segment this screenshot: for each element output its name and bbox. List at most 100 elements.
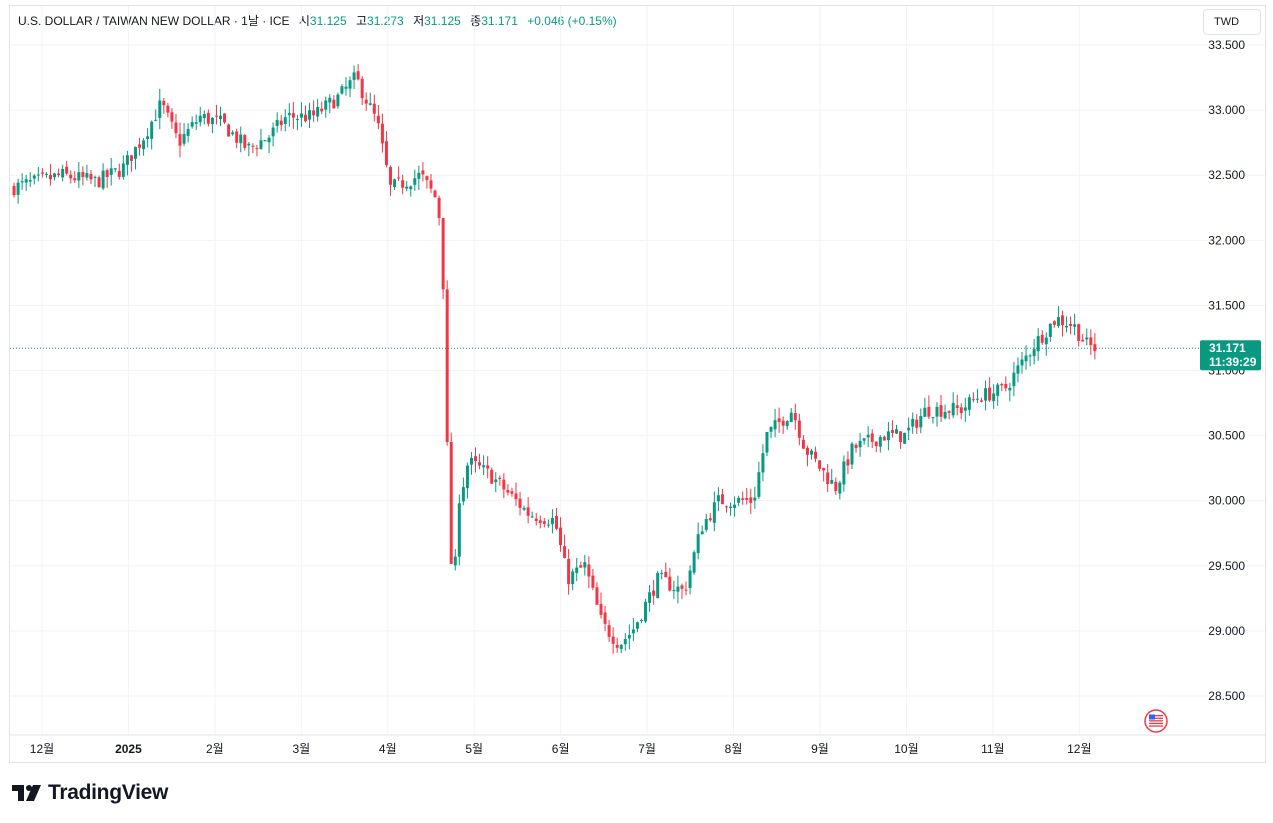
candle-body <box>911 418 915 427</box>
symbol-title: U.S. DOLLAR / TAIWAN NEW DOLLAR · 1날 · I… <box>18 14 290 28</box>
countdown-value: 11:39:29 <box>1209 355 1257 369</box>
candle-body <box>676 586 680 592</box>
candle-body <box>97 177 101 188</box>
candle-body <box>627 634 631 639</box>
candle-body <box>862 438 866 441</box>
candle-body <box>874 441 878 447</box>
candle-body <box>838 482 842 494</box>
candle-body <box>854 444 858 449</box>
candle-body <box>235 131 239 143</box>
candle-body <box>81 171 85 178</box>
candle-body <box>409 186 413 190</box>
candle-body <box>1093 344 1097 352</box>
candle-body <box>708 518 712 521</box>
currency-button[interactable]: TWD <box>1203 9 1261 35</box>
candle-body <box>895 429 899 434</box>
candle-body <box>73 178 77 181</box>
candle-body <box>886 431 890 441</box>
candle-body <box>328 97 332 103</box>
x-tick-label: 12월 <box>30 742 54 756</box>
candle-body <box>822 467 826 471</box>
candle-body <box>745 497 749 500</box>
candle-body <box>417 172 421 179</box>
candle-body <box>1032 349 1036 357</box>
candle-body <box>753 497 757 501</box>
candle-body <box>546 524 550 526</box>
candle-body <box>542 521 546 524</box>
candle-body <box>939 405 943 417</box>
symbol-legend[interactable]: U.S. DOLLAR / TAIWAN NEW DOLLAR · 1날 · I… <box>18 12 617 29</box>
candle-body <box>162 100 166 106</box>
x-tick-label: 8월 <box>725 742 743 756</box>
candle-body <box>923 407 927 417</box>
candle-body <box>587 564 591 577</box>
candle-body <box>324 100 328 110</box>
candle-body <box>571 571 575 584</box>
candle-body <box>915 419 919 428</box>
candle-body <box>720 494 724 505</box>
candle-body <box>482 465 486 468</box>
candle-body <box>125 155 129 165</box>
candle-body <box>251 145 255 147</box>
candle-body <box>109 168 113 176</box>
candle-body <box>518 498 522 508</box>
tradingview-logo-icon <box>12 785 41 801</box>
candle-body <box>166 105 170 113</box>
high-label: 고 <box>355 14 368 28</box>
candle-body <box>178 134 182 146</box>
candle-body <box>668 576 672 591</box>
candle-body <box>393 179 397 188</box>
candle-body <box>389 166 393 185</box>
candle-body <box>805 447 809 455</box>
candle-body <box>975 398 979 400</box>
y-tick-label: 30.500 <box>1208 429 1245 443</box>
candle-body <box>397 177 401 179</box>
candle-body <box>494 479 498 483</box>
candle-body <box>563 546 567 559</box>
candle-body <box>158 100 162 118</box>
candle-body <box>469 457 473 465</box>
candle-body <box>648 592 652 603</box>
candle-body <box>781 420 785 426</box>
candle-body <box>364 99 368 104</box>
candle-body <box>283 117 287 124</box>
candle-body <box>170 112 174 122</box>
y-tick-label: 32.000 <box>1208 233 1245 247</box>
candle-body <box>583 562 587 568</box>
candle-body <box>688 570 692 588</box>
candle-body <box>971 399 975 401</box>
tradingview-logo[interactable]: TradingView <box>12 781 168 805</box>
candle-body <box>291 113 295 118</box>
chart-frame <box>9 5 1266 763</box>
candle-body <box>24 179 28 183</box>
candle-body <box>801 439 805 449</box>
candle-body <box>903 432 907 444</box>
x-tick-label: 10월 <box>894 742 918 756</box>
candle-body <box>243 134 247 148</box>
candle-body <box>53 173 57 178</box>
candle-body <box>320 108 324 112</box>
x-tick-label: 12월 <box>1067 742 1091 756</box>
candle-body <box>635 622 639 629</box>
candle-body <box>356 71 360 80</box>
candle-body <box>866 434 870 438</box>
candle-body <box>716 495 720 502</box>
candle-body <box>712 502 716 523</box>
candle-body <box>935 406 939 417</box>
candle-body <box>1016 365 1020 374</box>
candle-body <box>227 124 231 137</box>
candle-body <box>692 552 696 573</box>
candle-body <box>810 450 814 455</box>
flag-stripe <box>1149 722 1163 725</box>
candle-body <box>279 120 283 126</box>
open-value: 31.125 <box>309 14 347 28</box>
candle-body <box>1040 334 1044 343</box>
candle-body <box>567 559 571 585</box>
candle-body <box>89 173 93 180</box>
candle-body <box>368 103 372 105</box>
candle-body <box>275 120 279 126</box>
candle-body <box>870 433 874 442</box>
candle-body <box>12 186 16 196</box>
candle-body <box>421 170 425 175</box>
